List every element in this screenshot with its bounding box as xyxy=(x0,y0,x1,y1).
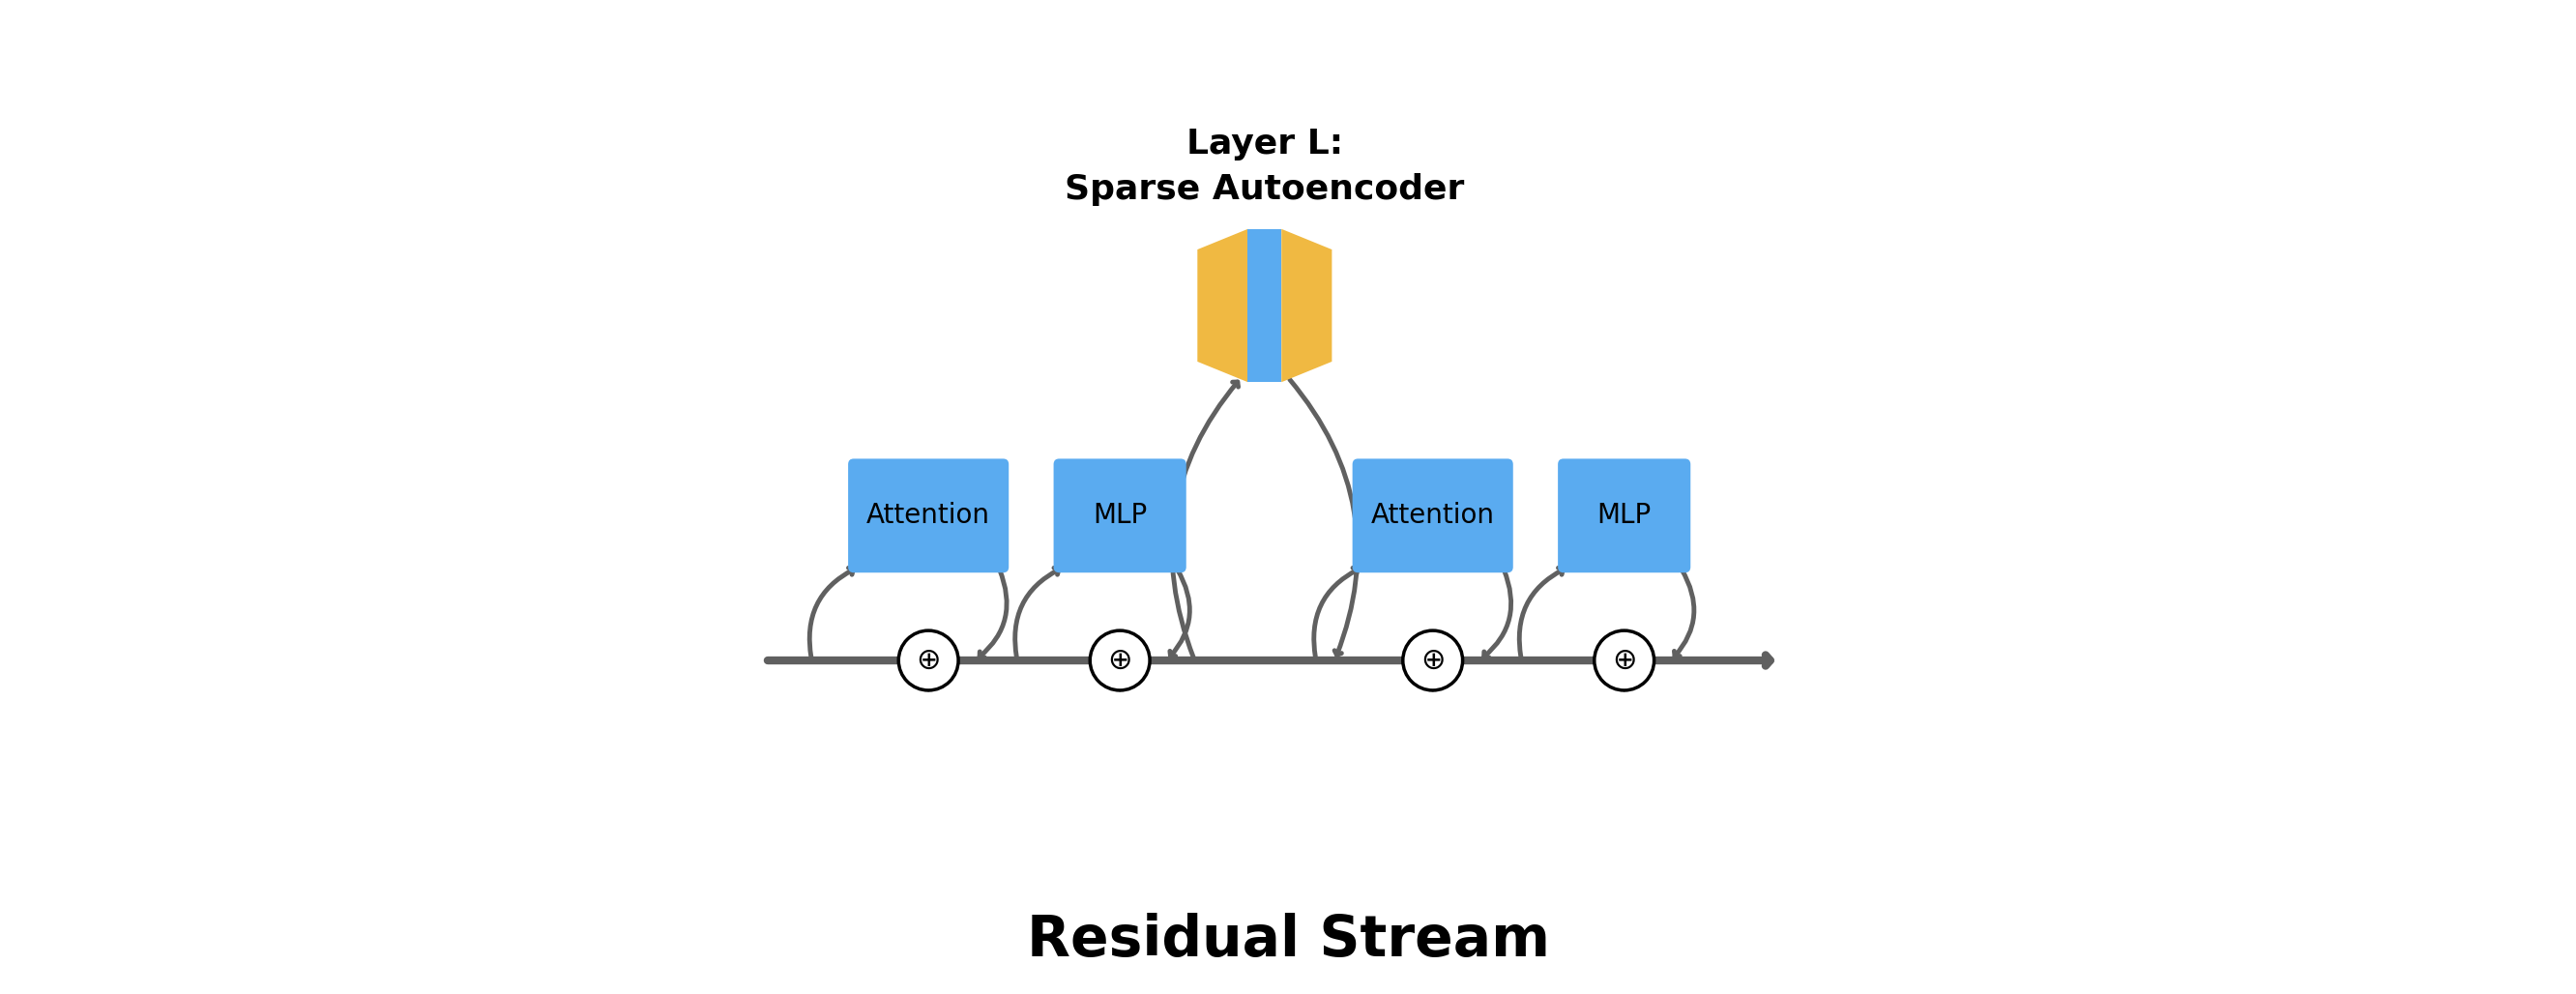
Text: ⊕: ⊕ xyxy=(1108,646,1133,675)
Text: ⊕: ⊕ xyxy=(917,646,940,675)
Text: Residual Stream: Residual Stream xyxy=(1025,913,1551,968)
Text: ⊕: ⊕ xyxy=(1419,646,1445,675)
Circle shape xyxy=(899,630,958,690)
FancyBboxPatch shape xyxy=(1352,458,1512,573)
Text: ⊕: ⊕ xyxy=(1613,646,1636,675)
FancyBboxPatch shape xyxy=(1558,458,1690,573)
FancyBboxPatch shape xyxy=(848,458,1010,573)
Circle shape xyxy=(1090,630,1149,690)
FancyBboxPatch shape xyxy=(1247,229,1280,382)
Text: Layer L:: Layer L: xyxy=(1188,128,1342,161)
Circle shape xyxy=(1595,630,1654,690)
Text: Attention: Attention xyxy=(1370,502,1494,529)
Text: MLP: MLP xyxy=(1597,502,1651,529)
Polygon shape xyxy=(1280,229,1332,382)
Text: Sparse Autoencoder: Sparse Autoencoder xyxy=(1064,173,1466,206)
Text: MLP: MLP xyxy=(1092,502,1146,529)
Text: Attention: Attention xyxy=(866,502,989,529)
Circle shape xyxy=(1404,630,1463,690)
Polygon shape xyxy=(1198,229,1247,382)
FancyBboxPatch shape xyxy=(1054,458,1185,573)
